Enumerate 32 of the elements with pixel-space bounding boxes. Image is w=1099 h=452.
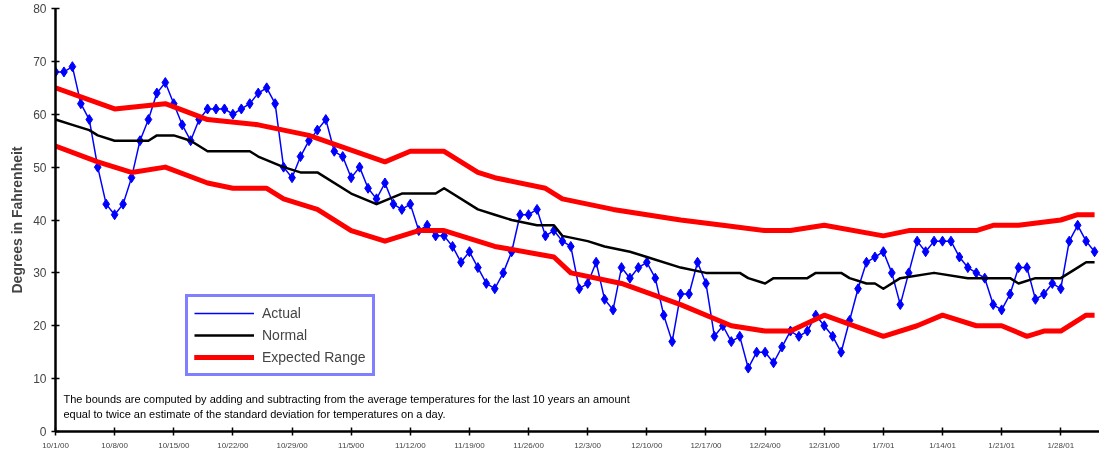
y-tick-label: 50 — [33, 160, 47, 175]
y-tick-label: 60 — [33, 107, 47, 122]
x-tick-label: 10/22/00 — [217, 440, 250, 450]
x-tick-label: 12/3/00 — [574, 440, 602, 450]
x-tick-label: 11/26/00 — [513, 440, 545, 450]
x-tick-label: 12/17/00 — [690, 440, 723, 450]
x-tick-label: 11/12/00 — [395, 440, 427, 450]
legend-label: Actual — [262, 305, 301, 321]
y-tick-label: 30 — [33, 266, 47, 281]
x-tick-label: 10/1/00 — [42, 440, 70, 450]
y-tick-label: 0 — [39, 425, 47, 439]
y-tick-label: 10 — [33, 372, 47, 387]
x-tick-label: 1/14/01 — [929, 440, 957, 450]
y-tick-label: 20 — [33, 319, 47, 334]
x-tick-label: 1/7/01 — [872, 440, 896, 450]
annotation: The bounds are computed by adding and subtracting from the average temperatures for the last 10 years an amount equal to twice an estimate of the standard deviation for temperatures on a day. — [63, 392, 630, 420]
y-tick-label: 70 — [33, 54, 47, 69]
y-tick-label: 80 — [33, 2, 47, 16]
x-tick-label: 1/21/01 — [988, 440, 1016, 450]
x-tick-label: 11/5/00 — [338, 440, 365, 450]
x-tick-label: 12/24/00 — [749, 440, 782, 450]
x-tick-label: 11/19/00 — [454, 440, 486, 450]
x-tick-label: 12/10/00 — [631, 440, 663, 450]
y-axis-title: Degrees in Fahrenheit — [9, 146, 26, 294]
x-tick-label: 12/31/00 — [808, 440, 841, 450]
x-tick-label: 1/28/01 — [1047, 440, 1075, 450]
legend-label: Normal — [262, 327, 308, 343]
x-tick-label: 10/8/00 — [101, 440, 129, 450]
y-tick-label: 40 — [33, 213, 47, 228]
x-tick-label: 10/29/00 — [276, 440, 309, 450]
x-tick-label: 10/15/00 — [158, 440, 190, 450]
legend-label: Expected Range — [262, 349, 366, 365]
